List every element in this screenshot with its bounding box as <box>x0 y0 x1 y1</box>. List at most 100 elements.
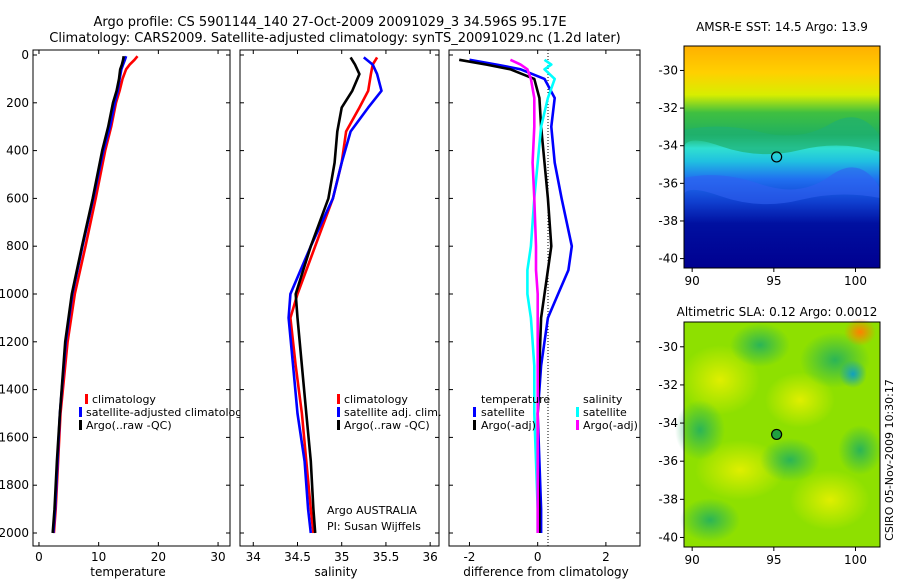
argo-location-marker <box>771 428 783 441</box>
difference-x-tick-label: 0 <box>534 550 542 564</box>
depth-tick-label: 200 <box>6 96 29 110</box>
sla-blob <box>680 345 760 415</box>
latitude-tick-label: -40 <box>658 252 678 266</box>
map-sla-frame <box>683 321 881 548</box>
sst-front-band <box>683 117 880 155</box>
temperature-x-tick-label: 10 <box>91 550 106 564</box>
legend-label-argo: Argo(..raw -QC) <box>86 419 172 432</box>
difference-y-ticks <box>449 54 640 534</box>
sla-blob <box>760 438 820 482</box>
depth-tick-label: 1200 <box>0 335 29 349</box>
panel-temperature-frame <box>32 49 231 547</box>
temperature-x-label: temperature <box>90 565 165 579</box>
sla-blob <box>680 498 740 542</box>
temperature-lines <box>51 55 139 534</box>
longitude-tick-label: 90 <box>685 274 700 288</box>
legend-label-climatology: climatology <box>92 393 156 406</box>
legend-header-salinity: salinity <box>583 393 623 406</box>
sla-blob <box>675 400 725 460</box>
difference-x-label: difference from climatology <box>463 565 629 579</box>
latitude-tick-label: -30 <box>658 340 678 354</box>
salinity-x-label: salinity <box>314 565 357 579</box>
difference-x-ticks: -2 0 2 <box>463 50 610 564</box>
depth-tick-label: 800 <box>6 239 29 253</box>
legend-label-satellite: satellite-adjusted climatology <box>86 406 249 419</box>
legend-label-satellite: satellite adj. clim. <box>344 406 441 419</box>
difference-x-tick-label: -2 <box>463 550 475 564</box>
sla-low-blob <box>839 360 867 388</box>
salinity-x-ticks: 34 34.5 35 35.5 36 <box>246 50 438 564</box>
legend-swatch-sal-satellite <box>576 407 579 417</box>
map-sla-title: Altimetric SLA: 0.12 Argo: 0.0012 <box>677 305 878 319</box>
panel-salinity: 34 34.5 35 35.5 36 salinity climatology sate… <box>239 49 441 579</box>
map-sla-ticks: 90 95 100 -30 -32 -34 -36 -38 -40 <box>658 340 867 567</box>
difference-lines <box>458 58 574 533</box>
latitude-tick-label: -32 <box>658 378 678 392</box>
legend-swatch-sal-argo <box>576 420 579 430</box>
series-line-argo-raw-qc- <box>51 55 125 534</box>
panel-temperature: 0 200 400 600 800 1000 1200 1400 1600 1800 2000 0 1… <box>0 48 249 579</box>
longitude-tick-label: 95 <box>766 274 781 288</box>
latitude-tick-label: -32 <box>658 101 678 115</box>
salinity-x-tick-label: 34 <box>246 550 261 564</box>
argo-location-marker <box>771 151 783 163</box>
longitude-tick-label: 90 <box>685 553 700 567</box>
sla-blob <box>790 470 870 530</box>
legend-swatch-temp-satellite <box>473 407 476 417</box>
latitude-tick-label: -30 <box>658 63 678 77</box>
depth-tick-label: 1000 <box>0 287 29 301</box>
map-sst-frame <box>683 45 881 269</box>
temperature-x-tick-label: 0 <box>35 550 43 564</box>
depth-tick-label: 2000 <box>0 526 29 540</box>
legend-label-argo: Argo(..raw -QC) <box>344 419 430 432</box>
legend-label-sal-satellite: satellite <box>583 406 627 419</box>
panel-difference: -2 0 2 difference from climatology tempera… <box>448 49 641 579</box>
temperature-y-ticks: 0 200 400 600 800 1000 1200 1400 1600 1800 2000 <box>0 48 230 540</box>
legend-label-temp-satellite: satellite <box>481 406 525 419</box>
depth-tick-label: 600 <box>6 191 29 205</box>
latitude-tick-label: -38 <box>658 492 678 506</box>
longitude-tick-label: 95 <box>766 553 781 567</box>
sla-blob <box>730 323 790 367</box>
sst-cool-band <box>683 167 880 205</box>
map-sst-title: AMSR-E SST: 14.5 Argo: 13.9 <box>696 20 868 34</box>
legend-label-sal-argo: Argo(-adj) <box>583 419 638 432</box>
legend-swatch-satellite <box>79 407 82 417</box>
depth-tick-label: 400 <box>6 144 29 158</box>
depth-tick-label: 1400 <box>0 383 29 397</box>
depth-tick-label: 1600 <box>0 430 29 444</box>
map-sst-ticks: 90 95 100 -30 -32 -34 -36 -38 -40 <box>658 63 867 288</box>
legend-swatch-climatology <box>85 394 88 404</box>
temperature-x-tick-label: 20 <box>151 550 166 564</box>
depth-tick-label: 0 <box>21 48 29 62</box>
legend-swatch-temp-argo <box>473 420 476 430</box>
legend-swatch-argo <box>337 420 340 430</box>
temperature-x-tick-label: 30 <box>210 550 225 564</box>
temperature-x-ticks: 0 10 20 30 <box>35 50 226 564</box>
difference-x-tick-label: 2 <box>602 550 610 564</box>
sla-blob <box>838 425 882 475</box>
map-sst: AMSR-E SST: 14.5 Argo: 13.9 90 95 100 -30 -3… <box>658 20 881 288</box>
series-line-salinity-satellite <box>526 58 557 533</box>
legend-swatch-argo <box>79 420 82 430</box>
series-line-climatology <box>289 56 379 534</box>
depth-tick-label: 1800 <box>0 478 29 492</box>
latitude-tick-label: -34 <box>658 416 678 430</box>
legend-label-climatology: climatology <box>344 393 408 406</box>
series-line-satellite-adj-clim- <box>287 56 383 534</box>
latitude-tick-label: -38 <box>658 214 678 228</box>
series-line-argo-raw-qc- <box>294 56 361 534</box>
longitude-tick-label: 100 <box>844 553 867 567</box>
legend-swatch-satellite <box>337 407 340 417</box>
temperature-legend: climatology satellite-adjusted climatolo… <box>79 393 249 432</box>
side-timestamp: CSIRO 05-Nov-2009 10:30:17 <box>883 379 896 541</box>
salinity-x-tick-label: 35 <box>334 550 349 564</box>
salinity-y-ticks <box>240 54 439 534</box>
latitude-tick-label: -40 <box>658 530 678 544</box>
series-line-salinity-argo-adj- <box>509 58 540 533</box>
legend-swatch-climatology <box>337 394 340 404</box>
header-line2: Climatology: CARS2009. Satellite-adjuste… <box>49 31 621 46</box>
longitude-tick-label: 100 <box>844 274 867 288</box>
sla-high-blob <box>844 318 876 346</box>
